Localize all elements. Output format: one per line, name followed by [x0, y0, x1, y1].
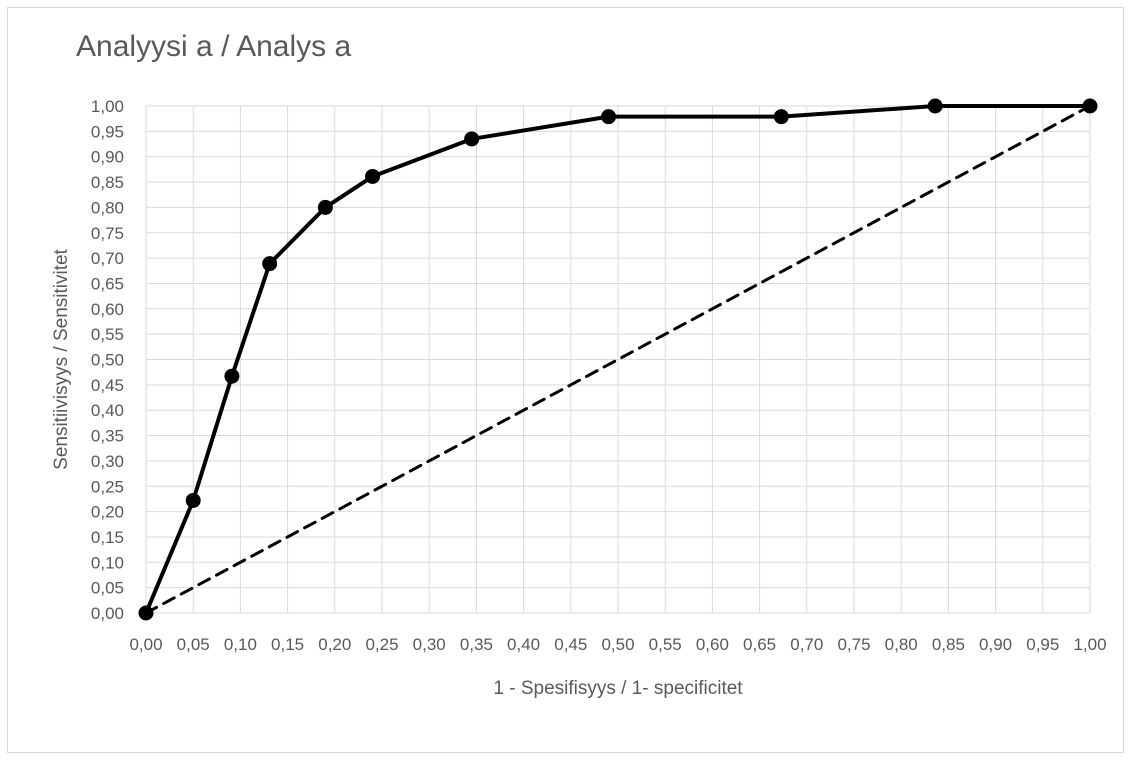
y-tick-label: 0,60 — [91, 300, 124, 319]
y-tick-label: 0,70 — [91, 249, 124, 268]
y-tick-labels: 0,00 0,05 0,10 0,15 0,20 0,25 0,30 0,35 0,40 0,45… — [91, 97, 124, 623]
x-tick-label: 0,25 — [365, 635, 398, 654]
grid-lines — [145, 105, 1091, 614]
x-tick-labels: 0,00 0,05 0,10 0,15 0,20 0,25 0,30 0,35 0,40 0,45… — [129, 635, 1106, 654]
y-tick-label: 0,05 — [91, 579, 124, 598]
x-tick-label: 0,70 — [790, 635, 823, 654]
y-tick-label: 0,75 — [91, 224, 124, 243]
y-tick-label: 0,30 — [91, 452, 124, 471]
data-point-marker — [1082, 98, 1098, 114]
x-tick-label: 0,45 — [554, 635, 587, 654]
y-tick-label: 1,00 — [91, 97, 124, 116]
y-tick-label: 0,90 — [91, 148, 124, 167]
x-tick-label: 0,50 — [601, 635, 634, 654]
x-tick-label: 0,60 — [696, 635, 729, 654]
y-tick-label: 0,95 — [91, 122, 124, 141]
data-point-marker — [601, 109, 617, 125]
y-tick-label: 0,45 — [91, 376, 124, 395]
x-tick-label: 0,65 — [743, 635, 776, 654]
x-tick-label: 1,00 — [1073, 635, 1106, 654]
chart-title: Analyysi a / Analys a — [76, 30, 352, 63]
data-point-marker — [464, 131, 480, 147]
x-tick-label: 0,40 — [507, 635, 540, 654]
x-tick-label: 0,15 — [271, 635, 304, 654]
x-tick-label: 0,95 — [1026, 635, 1059, 654]
data-point-marker — [365, 168, 381, 184]
diagonal-reference-line — [144, 104, 1092, 615]
x-tick-label: 0,20 — [318, 635, 351, 654]
data-point-marker — [138, 605, 154, 621]
data-point-marker — [317, 199, 333, 215]
y-tick-label: 0,80 — [91, 198, 124, 217]
y-tick-label: 0,65 — [91, 274, 124, 293]
x-tick-label: 0,55 — [649, 635, 682, 654]
data-point-marker — [185, 492, 201, 508]
x-tick-label: 0,10 — [224, 635, 257, 654]
y-tick-label: 0,20 — [91, 503, 124, 522]
x-tick-label: 0,75 — [837, 635, 870, 654]
x-axis-label: 1 - Spesifisyys / 1- specificitet — [493, 678, 743, 699]
y-tick-label: 0,15 — [91, 528, 124, 547]
x-tick-label: 0,30 — [413, 635, 446, 654]
y-tick-label: 0,10 — [91, 553, 124, 572]
x-tick-label: 0,80 — [885, 635, 918, 654]
y-tick-label: 0,85 — [91, 173, 124, 192]
y-axis-label: Sensitiivisyys / Sensitivitet — [51, 248, 72, 469]
x-tick-label: 0,35 — [460, 635, 493, 654]
y-tick-label: 0,25 — [91, 477, 124, 496]
y-tick-label: 0,00 — [91, 604, 124, 623]
x-tick-label: 0,05 — [177, 635, 210, 654]
data-point-marker — [262, 256, 278, 272]
data-point-marker — [773, 109, 789, 125]
y-tick-label: 0,40 — [91, 401, 124, 420]
x-tick-label: 0,00 — [129, 635, 162, 654]
y-tick-label: 0,35 — [91, 427, 124, 446]
x-tick-label: 0,90 — [979, 635, 1012, 654]
data-point-marker — [224, 368, 240, 384]
data-point-marker — [927, 98, 943, 114]
y-tick-label: 0,50 — [91, 351, 124, 370]
x-tick-label: 0,85 — [932, 635, 965, 654]
y-tick-label: 0,55 — [91, 325, 124, 344]
series-layer — [138, 98, 1098, 621]
